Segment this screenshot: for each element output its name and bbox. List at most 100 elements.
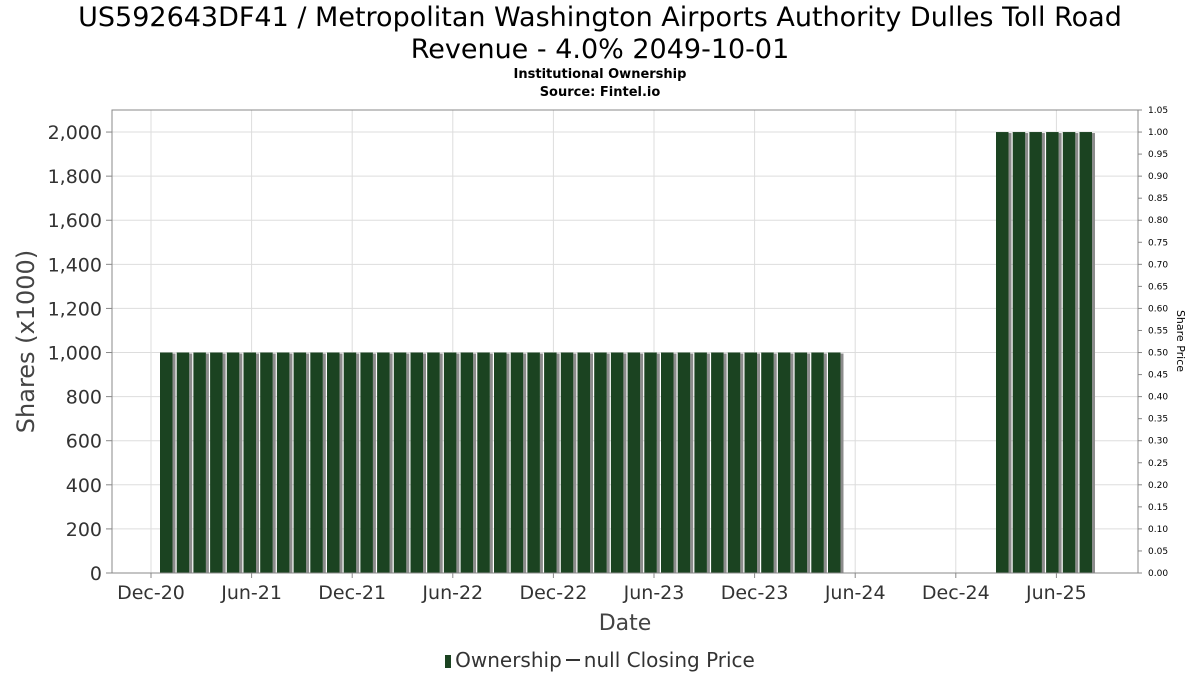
ownership-bar xyxy=(443,352,457,573)
bar-shadow xyxy=(539,353,543,573)
bar-shadow xyxy=(740,353,744,573)
chart-subtitle: Institutional Ownership xyxy=(513,67,687,82)
bar-shadow xyxy=(439,353,443,573)
y-tick-label: 0 xyxy=(90,563,102,585)
y-axis-label: Shares (x1000) xyxy=(12,250,40,433)
ownership-bar xyxy=(711,352,724,573)
bar-shadow xyxy=(523,353,527,573)
y-axis-left: 0 200 400 600 800 1,000 1,200 1,400 1,600 1,800 2,… xyxy=(48,122,112,585)
x-tick-label: Jun-23 xyxy=(623,582,685,604)
y2-tick-label: 0.80 xyxy=(1148,216,1168,226)
ownership-bar xyxy=(510,352,524,573)
ownership-bar xyxy=(160,352,173,573)
y2-tick-label: 0.50 xyxy=(1148,349,1168,359)
x-tick-label: Dec-21 xyxy=(318,582,386,604)
y-tick-label: 1,400 xyxy=(48,254,102,276)
y2-tick-label: 0.55 xyxy=(1148,326,1168,336)
ownership-bars xyxy=(160,132,1095,574)
ownership-bar xyxy=(310,352,323,573)
bar-shadow xyxy=(840,353,844,573)
ownership-bar xyxy=(794,352,808,573)
bar-shadow xyxy=(289,353,293,573)
plot-frame xyxy=(111,109,1139,574)
bar-shadow xyxy=(590,353,593,573)
bar-shadow xyxy=(807,353,811,573)
legend-ownership-label: Ownership xyxy=(455,648,562,672)
bar-shadow xyxy=(372,353,376,573)
chart-source: Source: Fintel.io xyxy=(539,85,661,100)
ownership-bar xyxy=(811,352,824,573)
bar-shadow xyxy=(790,353,794,573)
ownership-bar xyxy=(293,352,307,573)
y2-tick-label: 0.95 xyxy=(1148,150,1168,160)
ownership-bar xyxy=(360,352,373,573)
y2-tick-label: 1.00 xyxy=(1148,128,1168,138)
bar-shadow xyxy=(723,353,727,573)
x-tick-label: Jun-21 xyxy=(220,582,282,604)
ownership-bar xyxy=(661,352,674,573)
x-tick-label: Jun-22 xyxy=(421,582,483,604)
y2-tick-label: 0.40 xyxy=(1148,393,1168,403)
ownership-bar xyxy=(427,352,440,573)
y-tick-label: 1,000 xyxy=(48,343,102,365)
bar-shadow xyxy=(556,353,560,573)
ownership-bar xyxy=(477,352,490,573)
y2-tick-label: 0.20 xyxy=(1148,481,1168,491)
ownership-bar xyxy=(577,352,590,573)
ownership-bar xyxy=(677,352,691,573)
y-tick-label: 600 xyxy=(66,431,102,453)
ownership-bar xyxy=(544,352,557,573)
y-axis-right: 0.00 0.05 0.10 0.15 0.20 0.25 0.30 0.35 0.40 0.45… xyxy=(1138,106,1168,579)
bar-shadow xyxy=(423,353,426,573)
ownership-legend-swatch xyxy=(445,655,452,668)
ownership-bar xyxy=(226,352,240,573)
x-tick-label: Dec-24 xyxy=(922,582,990,604)
ownership-bar xyxy=(727,352,741,573)
ownership-bar xyxy=(744,352,757,573)
y2-tick-label: 0.30 xyxy=(1148,437,1168,447)
y-tick-label: 1,600 xyxy=(48,210,102,232)
bar-shadow xyxy=(473,353,477,573)
x-tick-label: Dec-23 xyxy=(721,582,789,604)
bar-shadow xyxy=(339,353,343,573)
bar-shadow xyxy=(272,353,276,573)
ownership-bar xyxy=(777,352,791,573)
bar-shadow xyxy=(1025,133,1029,574)
bar-shadow xyxy=(506,353,510,573)
x-tick-label: Dec-20 xyxy=(117,582,185,604)
ownership-bar xyxy=(176,352,190,573)
y2-tick-label: 0.35 xyxy=(1148,415,1168,425)
y2-tick-label: 0.15 xyxy=(1148,503,1168,513)
bar-shadow xyxy=(1008,133,1012,574)
y-tick-label: 2,000 xyxy=(48,122,102,144)
ownership-bar xyxy=(327,352,340,573)
bar-shadow xyxy=(640,353,644,573)
bar-shadow xyxy=(172,353,176,573)
bar-shadow xyxy=(1058,133,1062,574)
y2-tick-label: 0.05 xyxy=(1148,547,1168,557)
chart-title-line-1: US592643DF41 / Metropolitan Washington A… xyxy=(78,2,1122,33)
ownership-bar xyxy=(594,352,607,573)
bar-shadow xyxy=(306,353,310,573)
ownership-bar xyxy=(610,352,624,573)
ownership-bar xyxy=(527,352,540,573)
bar-shadow xyxy=(606,353,610,573)
bar-shadow xyxy=(489,353,493,573)
ownership-bar xyxy=(560,352,574,573)
y2-tick-label: 0.10 xyxy=(1148,525,1168,535)
y-tick-label: 800 xyxy=(66,387,102,409)
ownership-bar xyxy=(193,352,206,573)
ownership-bar xyxy=(494,352,507,573)
bar-shadow xyxy=(757,353,760,573)
ownership-bar xyxy=(260,352,273,573)
bar-shadow xyxy=(205,353,209,573)
bar-shadow xyxy=(573,353,577,573)
y2-tick-label: 0.00 xyxy=(1148,569,1168,579)
ownership-bar xyxy=(1029,132,1042,574)
y2-tick-label: 0.65 xyxy=(1148,282,1168,292)
ownership-bar xyxy=(210,352,223,573)
ownership-bar xyxy=(644,352,657,573)
ownership-bar xyxy=(1046,132,1059,574)
ownership-bar xyxy=(393,352,407,573)
x-axis-label: Date xyxy=(599,611,652,636)
